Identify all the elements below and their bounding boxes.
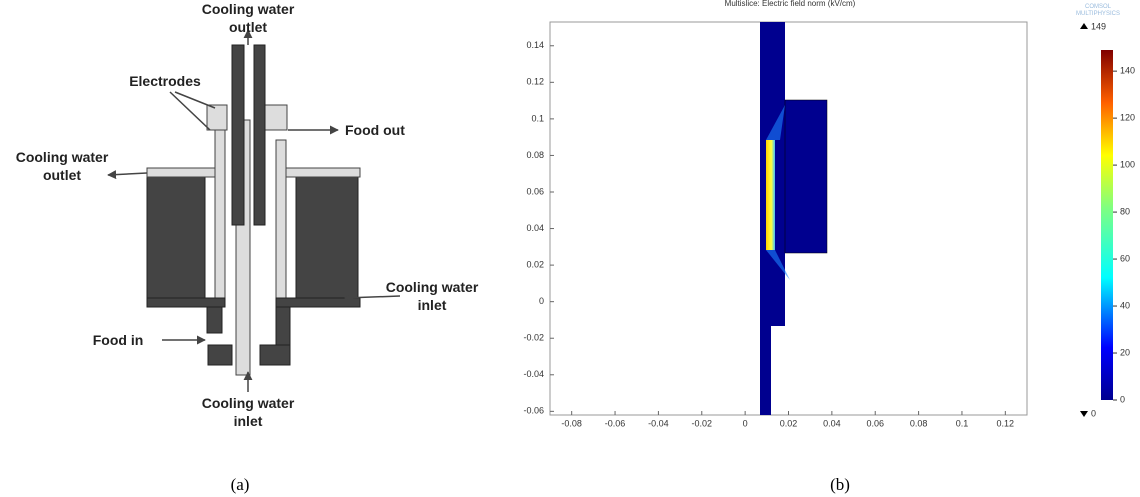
electrode [206,104,228,131]
colorbar-tick-label: 0 [1120,394,1125,404]
logo: COMSOL [1085,4,1112,10]
colorbar-tick-label: 80 [1120,206,1130,216]
plate [275,297,361,308]
tube [214,104,226,306]
port [259,344,291,366]
diagram-label: Food in [93,332,144,348]
diagram-label: inlet [418,297,447,313]
y-tick-label: 0.02 [526,259,544,269]
x-tick-label: -0.08 [561,418,582,428]
arrow [107,170,148,180]
field-fringe [766,105,790,280]
y-tick-label: 0.06 [526,186,544,196]
caption: (b) [830,475,850,494]
rod [253,44,266,226]
logo: MULTIPHYSICS [1076,11,1120,17]
y-tick-label: 0.12 [526,77,544,87]
min-marker [1080,411,1088,417]
colorbar [1101,50,1113,400]
plate [277,167,361,178]
rod [231,44,245,226]
x-tick-label: 0 [743,418,748,428]
arrow [344,293,401,303]
x-tick-label: 0.08 [910,418,928,428]
max-marker [1080,23,1088,29]
x-tick-label: 0.04 [823,418,841,428]
y-tick-label: 0.04 [526,223,544,233]
field-region [760,300,771,415]
colorbar-max: 149 [1091,21,1106,31]
leader [174,91,216,109]
plate [146,167,218,178]
diagram-label: Cooling water [386,279,479,295]
port [206,306,223,334]
leader [169,91,211,131]
cooling-jacket [146,174,206,306]
diagram-label: Cooling water [202,1,295,17]
diagram-label: outlet [229,19,267,35]
diagram-label: Cooling water [202,395,295,411]
diagram-label: Food out [345,122,405,138]
y-tick-label: 0.14 [526,40,544,50]
diagram-label: Electrodes [129,73,201,89]
colorbar-min: 0 [1091,408,1096,418]
field-region [784,99,828,254]
plate [146,297,226,308]
diagram-label: outlet [43,167,81,183]
y-tick-label: 0 [539,296,544,306]
x-tick-label: -0.04 [648,418,669,428]
y-tick-label: 0.08 [526,150,544,160]
y-tick-label: -0.02 [523,333,544,343]
port [207,344,233,366]
diagram-label: inlet [234,413,263,429]
colorbar-tick-label: 40 [1120,300,1130,310]
y-tick-label: -0.04 [523,369,544,379]
y-tick-label: -0.06 [523,406,544,416]
plot-title: Multislice: Electric field norm (kV/cm) [725,0,856,8]
x-tick-label: -0.06 [605,418,626,428]
colorbar-tick-label: 140 [1120,66,1135,76]
colorbar-tick-label: 120 [1120,112,1135,122]
colorbar-tick-label: 20 [1120,347,1130,357]
x-tick-label: 0.06 [866,418,884,428]
x-tick-label: 0.1 [956,418,969,428]
y-tick-label: 0.1 [531,113,544,123]
colorbar-tick-label: 100 [1120,159,1135,169]
x-tick-label: -0.02 [692,418,713,428]
reactor-diagram [107,29,401,392]
diagram-label: Cooling water [16,149,109,165]
colorbar-tick-label: 60 [1120,253,1130,263]
caption: (a) [231,475,250,494]
hot-zone [766,140,775,250]
x-tick-label: 0.12 [997,418,1015,428]
cooling-jacket [295,174,359,306]
field-plot [549,21,1113,417]
electrode [264,104,288,131]
tube [275,139,287,303]
x-tick-label: 0.02 [780,418,798,428]
